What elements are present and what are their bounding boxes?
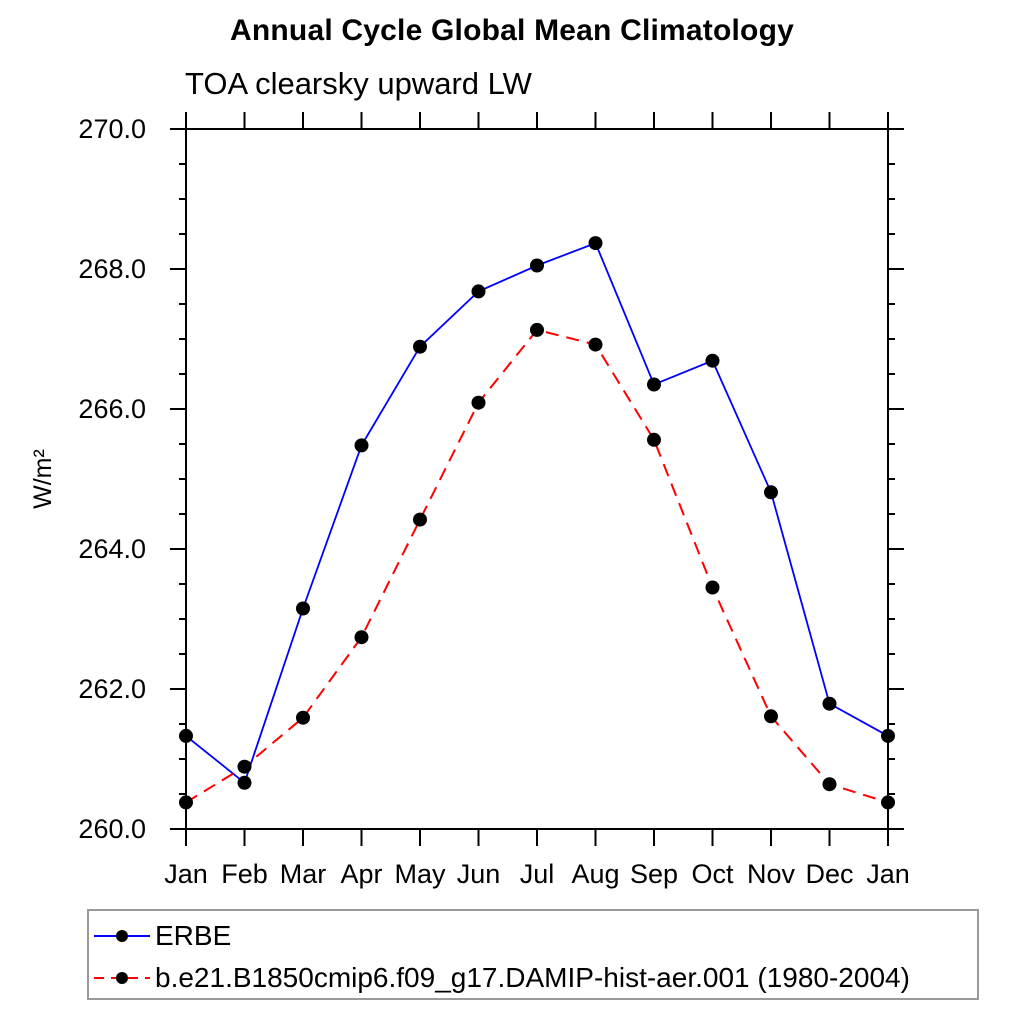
month-label: Nov — [747, 859, 796, 889]
legend-item-model: b.e21.B1850cmip6.f09_g17.DAMIP-hist-aer.… — [92, 962, 910, 993]
y-tick-label: 260.0 — [78, 814, 146, 844]
month-label: Dec — [805, 859, 853, 889]
month-label: Sep — [630, 859, 678, 889]
erbe-data-point — [354, 438, 369, 453]
legend-item-erbe: ERBE — [92, 920, 232, 951]
erbe-line-sample — [94, 930, 150, 942]
y-axis-title: W/m² — [29, 449, 57, 509]
model-data-point — [822, 777, 837, 792]
y-tick-label: 262.0 — [78, 674, 146, 704]
month-label: Oct — [691, 859, 734, 889]
model-data-point — [588, 337, 603, 352]
month-label: Jun — [457, 859, 501, 889]
chart-title: Annual Cycle Global Mean Climatology — [230, 14, 794, 47]
model-data-point — [237, 759, 252, 774]
legend-sample-marker — [116, 930, 128, 942]
plot-frame — [185, 128, 889, 830]
erbe-data-point — [881, 728, 895, 743]
model-data-point — [179, 795, 193, 810]
legend-label-model: b.e21.B1850cmip6.f09_g17.DAMIP-hist-aer.… — [155, 962, 910, 993]
erbe-data-point — [764, 485, 778, 500]
month-label: Aug — [571, 859, 619, 889]
model-data-point — [413, 512, 427, 527]
model-data-point — [764, 709, 778, 724]
month-label: Mar — [280, 859, 327, 889]
month-label: May — [394, 859, 446, 889]
erbe-data-point — [530, 258, 544, 273]
month-label: Jan — [866, 859, 910, 889]
model-data-point — [471, 395, 486, 410]
erbe-data-point — [413, 339, 427, 354]
model-data-point — [705, 580, 720, 595]
month-label: Feb — [221, 859, 268, 889]
model-data-point — [881, 795, 895, 810]
y-tick-label: 270.0 — [78, 114, 146, 144]
model-line-sample — [94, 972, 150, 984]
month-label: Jan — [164, 859, 208, 889]
erbe-data-point — [588, 236, 603, 251]
month-label: Jul — [520, 859, 555, 889]
model-data-point — [296, 710, 310, 725]
legend: ERBE b.e21.B1850cmip6.f09_g17.DAMIP-hist… — [87, 909, 979, 1000]
model-line — [185, 328, 889, 804]
erbe-data-point — [179, 728, 193, 743]
month-label: Apr — [340, 859, 382, 889]
model-data-point — [354, 630, 369, 645]
legend-sample-marker — [116, 972, 128, 984]
erbe-data-point — [471, 284, 486, 299]
model-data-point — [647, 432, 661, 447]
erbe-data-point — [822, 696, 837, 711]
erbe-data-point — [647, 377, 661, 392]
chart-subtitle: TOA clearsky upward LW — [185, 66, 532, 101]
legend-label-erbe: ERBE — [155, 920, 232, 951]
erbe-data-point — [705, 353, 720, 368]
model-data-point — [530, 322, 544, 337]
erbe-data-point — [296, 601, 310, 616]
y-tick-label: 268.0 — [78, 254, 146, 284]
y-tick-label: 264.0 — [78, 534, 146, 564]
erbe-data-point — [237, 775, 252, 790]
y-tick-label: 266.0 — [78, 394, 146, 424]
